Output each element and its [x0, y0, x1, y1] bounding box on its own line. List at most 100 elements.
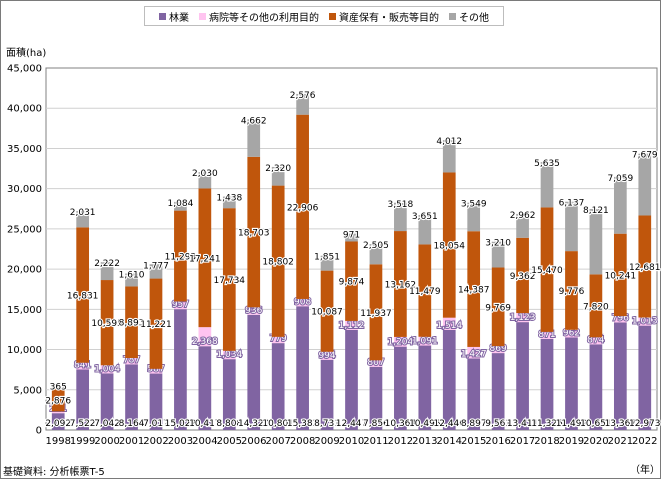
x-tick-label: 2011	[363, 436, 388, 447]
data-label: 7,522	[70, 419, 96, 429]
data-label: 994	[318, 351, 335, 361]
bar-segment	[516, 213, 529, 238]
bar-segment	[638, 153, 652, 216]
y-axis-label: 面積(ha)	[6, 48, 47, 59]
x-tick-label: 1999	[70, 436, 95, 447]
bar-segment	[174, 201, 187, 211]
legend-item-other: その他	[449, 9, 489, 24]
bar-segment	[247, 119, 261, 157]
y-tick-label: 30,000	[7, 184, 42, 195]
data-label: 7,679	[632, 151, 658, 161]
bar-segment	[565, 201, 578, 252]
data-label: 17,734	[214, 276, 246, 286]
bar-segment	[442, 329, 456, 430]
x-tick-label: 2021	[608, 436, 633, 447]
bar-segment	[247, 314, 261, 430]
bar-segment	[369, 264, 383, 361]
bar-segment	[125, 357, 138, 365]
bar-segment	[51, 413, 65, 430]
x-tick-label: 2010	[339, 436, 364, 447]
bar-segment	[442, 172, 456, 318]
bar-segment	[222, 208, 236, 351]
x-tick-label: 2017	[510, 436, 535, 447]
data-label: 4,662	[241, 116, 267, 126]
data-label: 7,820	[583, 302, 609, 312]
data-label: 15,383	[287, 419, 319, 429]
data-label: 10,364	[385, 419, 417, 429]
data-label: 365	[50, 382, 67, 392]
bar-segment	[76, 369, 90, 430]
data-label: 9,874	[339, 278, 365, 288]
data-label: 3,210	[485, 239, 511, 249]
data-label: 13,162	[385, 281, 417, 291]
data-label: 10,651	[580, 419, 612, 429]
data-label: 2,576	[290, 91, 316, 101]
y-tick-label: 15,000	[7, 305, 42, 316]
bar-segment	[125, 286, 138, 358]
x-tick-label: 2005	[217, 436, 242, 447]
data-label: 18,703	[238, 229, 270, 239]
data-label: 2,030	[192, 169, 218, 179]
bar-segment	[76, 227, 90, 363]
bar-segment	[418, 345, 432, 430]
data-label: 957	[172, 300, 189, 310]
bar-segment	[296, 298, 309, 307]
bar-segment	[638, 317, 652, 326]
bar-segment	[540, 331, 554, 339]
bar-segment	[271, 336, 285, 344]
bar-segment	[271, 343, 285, 430]
bar-segment	[540, 207, 554, 332]
bar-segment	[491, 241, 505, 268]
x-tick-label: 2019	[559, 436, 584, 447]
bar-segment	[51, 388, 65, 412]
data-label: 9,769	[485, 303, 511, 313]
data-label: 9,776	[559, 287, 585, 297]
data-label: 8,897	[461, 419, 487, 429]
data-label: 2,876	[45, 396, 71, 406]
bar-segment	[51, 385, 65, 389]
legend-swatch-hospital	[199, 12, 206, 20]
legend-swatch-other	[449, 12, 456, 20]
data-label: 8,808	[216, 419, 242, 429]
bar-segment	[394, 346, 407, 430]
data-label: 6,137	[559, 199, 585, 209]
bar-segment	[589, 274, 603, 338]
data-label: 10,595	[91, 319, 123, 329]
data-label: 8,731	[314, 419, 340, 429]
bar-segment	[198, 188, 212, 328]
bar-segment	[345, 329, 358, 430]
bar-segment	[320, 270, 334, 352]
data-label: 11,221	[140, 320, 172, 330]
data-label: 9,362	[510, 272, 536, 282]
bar-segment	[516, 313, 529, 323]
y-tick-label: 45,000	[7, 64, 42, 75]
legend: 林業 病院等その他の利用目的 資産保有・販売等目的 その他	[144, 6, 504, 26]
bar-segment	[100, 262, 114, 281]
bar-segment	[467, 231, 481, 347]
data-label: 2,962	[510, 211, 536, 221]
bar-segment	[589, 344, 603, 430]
data-label: 3,651	[412, 212, 438, 222]
bar-segment	[345, 241, 358, 321]
data-label: 8,893	[119, 319, 145, 329]
bar-segment	[491, 267, 505, 347]
data-label: 936	[245, 306, 262, 316]
data-label: 908	[294, 297, 311, 307]
x-axis-unit: （年）	[630, 465, 660, 476]
legend-item-asset: 資産保有・販売等目的	[329, 9, 439, 24]
data-label: 874	[587, 335, 604, 345]
data-label: 1,514	[436, 321, 462, 331]
data-label: 13,367	[605, 419, 637, 429]
bar-segment	[369, 360, 383, 367]
data-label: 10,241	[605, 271, 637, 281]
x-tick-label: 2003	[168, 436, 193, 447]
legend-label-hospital: 病院等その他の利用目的	[209, 12, 319, 24]
x-tick-label: 1998	[45, 436, 70, 447]
bar-segment	[516, 322, 529, 430]
y-tick-label: 10,000	[7, 345, 42, 356]
data-label: 1,204	[387, 338, 413, 348]
data-label: 2,031	[70, 208, 96, 218]
data-label: 11,499	[556, 419, 588, 429]
data-label: 14,320	[238, 419, 270, 429]
